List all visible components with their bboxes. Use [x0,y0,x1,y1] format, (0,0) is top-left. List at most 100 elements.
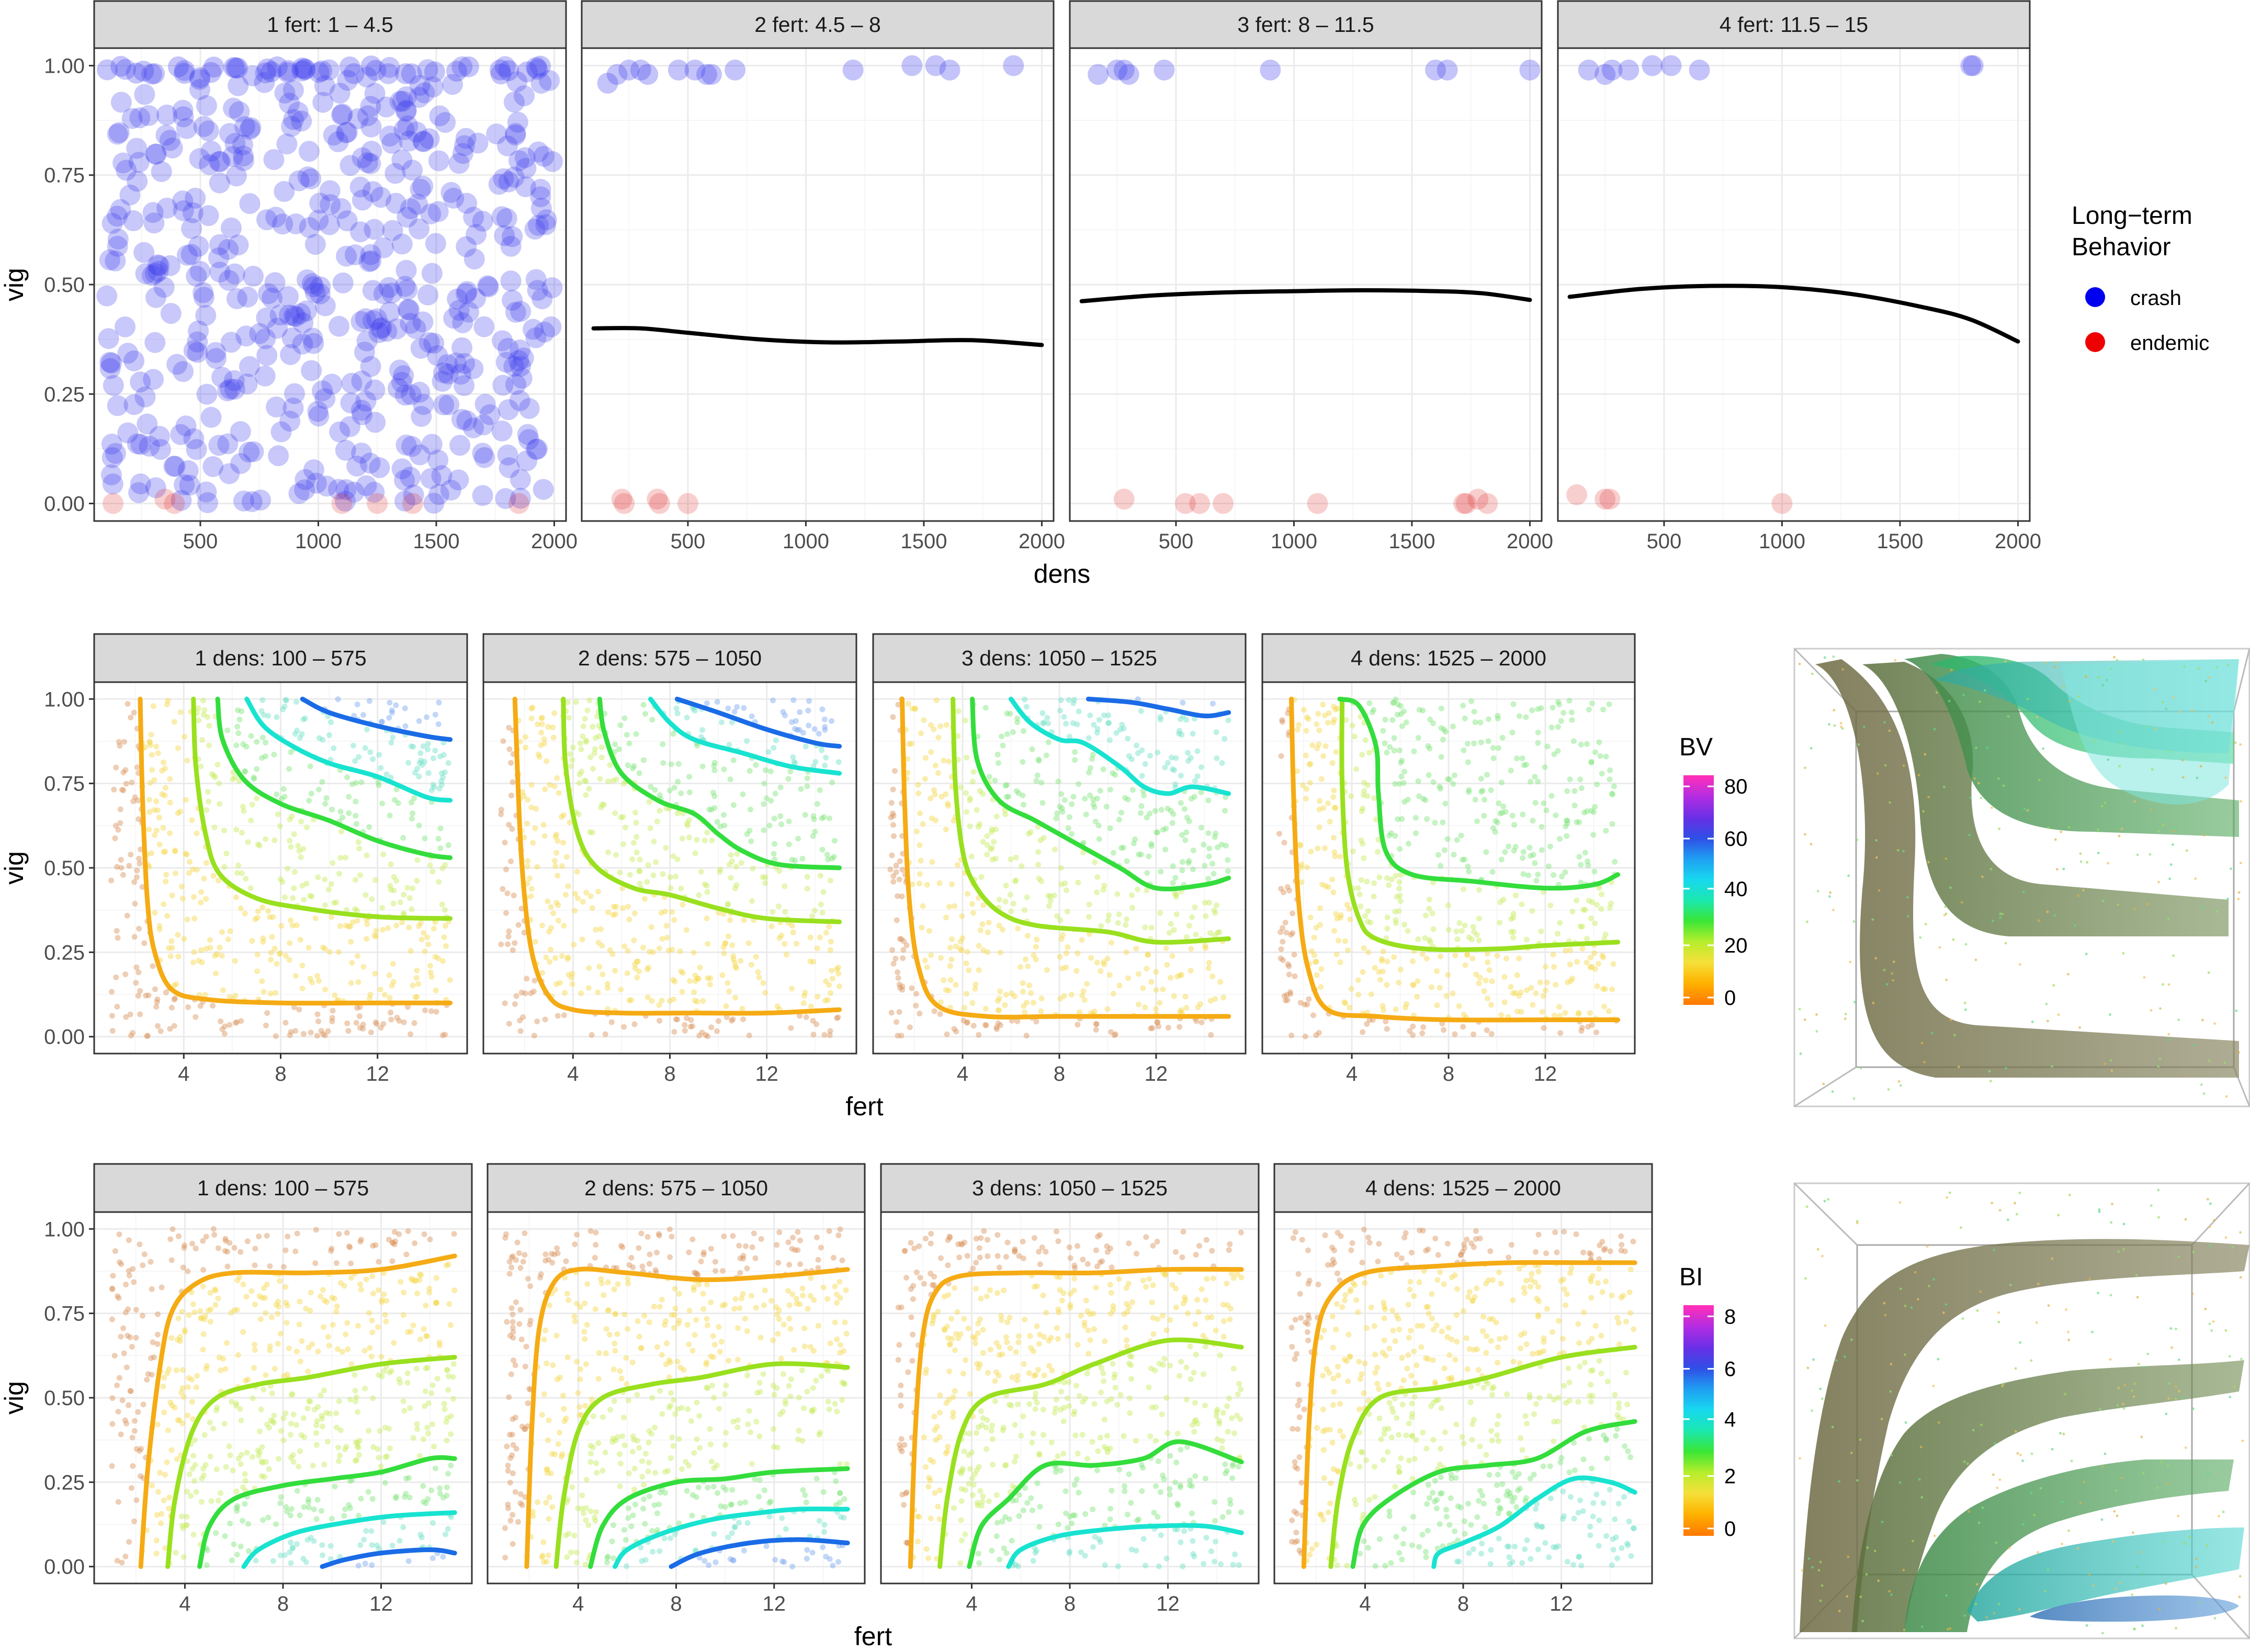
crash-point [137,413,158,435]
bg-point [1362,737,1369,743]
crash-point [498,60,519,81]
bg-point [679,989,685,995]
bg-point [442,770,448,776]
bg-point [255,908,261,914]
bg-point [227,1022,233,1028]
bg-point [1445,927,1452,933]
bg-point [1184,750,1191,756]
bg-point [545,1437,551,1443]
bg-point [639,1558,645,1564]
bg-point [109,1286,116,1293]
bg-point [268,1417,274,1423]
bg-point [1137,810,1144,816]
crash-point [308,405,330,427]
bg-point [315,1349,321,1355]
bg-point [1192,904,1198,910]
bg-point [322,946,328,952]
crash-point [435,112,456,133]
bg-point [248,1288,255,1294]
bg-point [1314,972,1320,978]
bg-point [1391,735,1397,741]
bg-point [890,822,896,828]
crash-point [422,76,444,98]
bg-point [445,1526,451,1532]
bg-point [386,972,392,978]
bg-point [943,987,949,993]
bg-point [205,714,211,720]
bg-point [982,1005,989,1012]
bg-point [594,1469,600,1476]
bg-point [737,1500,743,1507]
bg-point [396,1376,402,1383]
bg-point [1584,936,1590,942]
bg-point [323,1410,330,1416]
x-tick-label: 8 [277,1592,289,1615]
bg-point [1153,1005,1159,1012]
bg-point [352,906,358,912]
bg-point [448,1413,454,1419]
bg-point [959,935,966,942]
bg-point [795,835,801,842]
bg-point [1378,956,1385,962]
bg-point [337,808,344,814]
bg-point [819,846,826,853]
panel-grid [94,48,566,521]
bg-point [837,1342,843,1348]
bg-point [995,1007,1001,1013]
bg-point [746,1032,752,1038]
bg-point [525,1276,531,1282]
bg-point [163,872,169,878]
bg-point [700,1291,706,1297]
bg-point [1094,889,1100,896]
bg-point [306,1499,312,1506]
bg-point [297,1298,303,1305]
bg-point [686,1307,693,1314]
bg-point [526,1386,533,1392]
bg-point [723,1430,729,1436]
crash-point [414,82,435,104]
crash-point [228,75,249,96]
bg-point [889,947,896,953]
bg-point [182,1329,188,1335]
bg-point [169,1402,175,1409]
bg-point [1209,973,1216,979]
bg-point [1153,987,1159,993]
bg-point [1321,712,1328,719]
bg-point [1194,748,1201,754]
bg-point [1518,989,1524,995]
bg-point [309,893,315,900]
bg-point [239,708,245,715]
bg-point [440,1495,446,1501]
crash-point [224,263,245,285]
bg-point [754,1390,761,1396]
bg-point [995,1020,1001,1026]
bg-point [169,945,175,951]
crash-point [357,152,378,173]
bg-point [1162,846,1169,853]
bg-point [1528,985,1534,991]
bg-point [918,730,924,737]
bg-point [1365,949,1372,955]
bg-point [771,816,777,822]
crash-point [407,194,428,215]
facet-strip-label: 2 fert: 4.5 – 8 [754,13,881,37]
bg-point [370,1242,376,1249]
bg-point [823,754,829,761]
bg-point [250,1395,256,1401]
bg-point [1358,903,1364,910]
x-tick-label: 12 [755,1062,778,1085]
bg-point [785,1288,791,1294]
bg-point [1542,764,1548,771]
bg-point [160,825,166,831]
facet-strip-label: 1 dens: 100 – 575 [197,1176,369,1200]
bg-point [1310,1012,1316,1019]
bg-point [1063,950,1069,956]
bg-point [1177,1009,1183,1015]
bg-point [1587,954,1593,960]
bg-point [1086,914,1092,920]
bg-point [321,1297,327,1304]
bg-point [715,1018,721,1024]
crash-point [447,288,468,310]
bg-point [1007,710,1013,717]
bg-point [734,704,740,710]
